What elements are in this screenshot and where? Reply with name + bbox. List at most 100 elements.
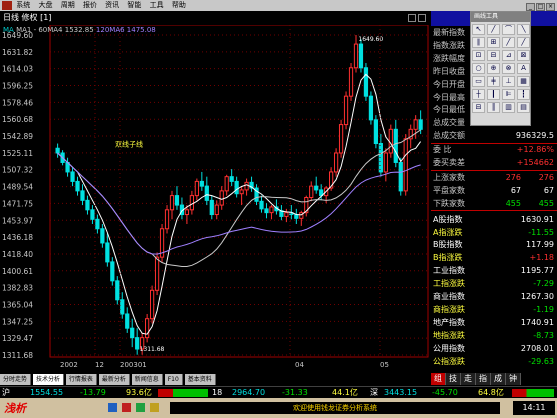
candle-body <box>394 129 397 162</box>
quote-row-label: 今日最高 <box>433 92 465 104</box>
quote-row-label: 地指涨跌 <box>433 330 465 342</box>
quote-row-value-a: 276 <box>506 172 521 184</box>
y-tick-label: 1329.47 <box>2 334 33 343</box>
menu-item-tools[interactable]: 工具 <box>150 0 164 11</box>
drawing-tool-icon[interactable]: ╱ <box>502 37 515 48</box>
y-tick-label: 1560.68 <box>2 115 33 124</box>
drawing-tool-icon[interactable]: ⊥ <box>502 76 515 87</box>
menu-item-news[interactable]: 资讯 <box>105 0 119 11</box>
drawing-tool-icon[interactable]: ⊕ <box>487 63 500 74</box>
quote-row-value: -7.29 <box>533 278 554 290</box>
drawing-tool-icon[interactable]: ∥ <box>472 37 485 48</box>
quote-row-value: 67 <box>544 185 554 197</box>
drawing-tool-icon[interactable]: ⊿ <box>502 50 515 61</box>
quote-row-label: 公指涨跌 <box>433 356 465 368</box>
tab-analysis[interactable]: 最新分析 <box>99 374 130 385</box>
candle-body <box>91 210 94 219</box>
y-tick-label: 1311.68 <box>2 351 33 360</box>
panel-tab-1[interactable]: 技 <box>446 373 461 385</box>
y-tick-label: 1418.40 <box>2 250 33 259</box>
drawing-tool-icon[interactable]: ⊟ <box>472 102 485 113</box>
drawing-tool-icon[interactable]: ○ <box>472 63 485 74</box>
quote-row-value-a: 455 <box>506 198 521 210</box>
candle-body <box>131 328 134 337</box>
menu-item-period[interactable]: 周期 <box>61 0 75 11</box>
quote-row: 地指涨跌 -8.73 <box>431 330 557 342</box>
candle-body <box>349 68 352 96</box>
menu-item-quote[interactable]: 报价 <box>83 0 97 11</box>
drawing-tool-icon[interactable]: ⊠ <box>517 50 530 61</box>
candle-body <box>175 196 178 205</box>
drawing-tool-icon[interactable]: ⊟ <box>487 50 500 61</box>
drawing-tool-icon[interactable]: ▦ <box>517 76 530 87</box>
maximize-icon[interactable]: □ <box>536 3 545 11</box>
x-tick-label: 04 <box>295 361 304 369</box>
drawing-tool-icon[interactable]: ╱ <box>517 37 530 48</box>
close-icon[interactable]: × <box>546 3 555 11</box>
quote-row-label: B指涨跌 <box>433 252 463 264</box>
minimize-icon[interactable]: _ <box>526 3 535 11</box>
drawing-tool-icon[interactable]: ╲ <box>517 24 530 35</box>
drawing-tool-icon[interactable]: Α <box>517 63 530 74</box>
drawing-tool-icon[interactable]: ⊗ <box>502 63 515 74</box>
drawing-tool-icon[interactable]: ┇ <box>517 89 530 100</box>
menu-item-system[interactable]: 系统 <box>16 0 30 11</box>
chart-minimize-icon[interactable] <box>408 14 416 22</box>
candle-body <box>106 243 109 262</box>
tab-fundamentals[interactable]: 基本资料 <box>185 374 216 385</box>
tab-news[interactable]: 新闻信息 <box>132 374 163 385</box>
panel-tab-2[interactable]: 走 <box>461 373 476 385</box>
drawing-tool-icon[interactable]: ╪ <box>487 76 500 87</box>
panel-tab-4[interactable]: 成 <box>491 373 506 385</box>
tab-quote-table[interactable]: 行情报表 <box>66 374 97 385</box>
message-icon[interactable] <box>150 403 159 412</box>
ma-line-short <box>58 74 421 334</box>
drawing-tool-icon[interactable]: ┃ <box>487 89 500 100</box>
drawing-tool-icon[interactable]: ⌒ <box>502 24 515 35</box>
candle-body <box>190 196 193 210</box>
quote-row-label: 指数涨跌 <box>433 40 465 52</box>
drawing-tool-icon[interactable]: ⊡ <box>472 50 485 61</box>
menu-bar: 系统 大盘 周期 报价 资讯 智能 工具 帮助 _ □ × <box>0 0 557 11</box>
candle-body <box>185 210 188 215</box>
drawing-tool-icon[interactable]: ↖ <box>472 24 485 35</box>
quote-row-label: 总成交额 <box>433 130 465 142</box>
drawing-tool-icon[interactable]: ▤ <box>517 102 530 113</box>
drawing-tool-icon[interactable]: ⊞ <box>487 37 500 48</box>
x-tick-label: 200301 <box>120 361 147 369</box>
quote-row-label: 地产指数 <box>433 317 465 329</box>
network-icon[interactable] <box>136 403 145 412</box>
tab-f10[interactable]: F10 <box>165 374 183 385</box>
panel-tab-5[interactable]: 钟 <box>506 373 521 385</box>
kline-chart[interactable]: 1649.60 1631.82 1614.03 1596.25 1578.46 1560.… <box>0 25 431 373</box>
quote-row-label: 下跌家数 <box>433 198 465 210</box>
candle-body <box>384 153 387 172</box>
status-bar: 沪 1554.55 -13.79 93.6亿 18 2964.70 -31.33… <box>0 386 557 398</box>
menu-item-smart[interactable]: 智能 <box>127 0 141 11</box>
candle-body <box>205 186 208 200</box>
y-tick-label: 1631.82 <box>2 48 33 57</box>
panel-tab-3[interactable]: 指 <box>476 373 491 385</box>
tab-technical[interactable]: 技术分析 <box>33 374 64 385</box>
candle-body <box>404 139 407 191</box>
menu-item-market[interactable]: 大盘 <box>38 0 52 11</box>
drawing-tool-icon[interactable]: ▭ <box>472 76 485 87</box>
drawing-tool-icon[interactable]: ⊫ <box>502 89 515 100</box>
tab-intraday[interactable]: 分时走势 <box>0 374 31 385</box>
quote-row-value: -29.63 <box>528 356 554 368</box>
candle-body <box>71 172 74 181</box>
connect-icon[interactable] <box>108 403 117 412</box>
panel-tab-0[interactable]: 组 <box>431 373 446 385</box>
menu-item-help[interactable]: 帮助 <box>172 0 186 11</box>
drawing-tool-icon[interactable]: ╱ <box>487 24 500 35</box>
chart-close-icon[interactable] <box>418 14 426 22</box>
quote-row-label: 昨日收盘 <box>433 66 465 78</box>
candle-body <box>101 229 104 243</box>
drawing-tool-icon[interactable]: ║ <box>487 102 500 113</box>
candle-body <box>56 148 59 153</box>
drawing-tools-window[interactable]: 画线工具 ↖ ╱ ⌒ ╲ ∥ ⊞ ╱ ╱ ⊡ ⊟ ⊿ ⊠ ○ ⊕ ⊗ Α ▭ ╪ ⊥ ▦ ┼ ┃ ⊫ ┇ ⊟ ║ ▥ ▤ <box>470 11 531 126</box>
alert-icon[interactable] <box>122 403 131 412</box>
drawing-tool-icon[interactable]: ▥ <box>502 102 515 113</box>
drawing-tool-icon[interactable]: ┼ <box>472 89 485 100</box>
quote-row-value: -8.73 <box>533 330 554 342</box>
